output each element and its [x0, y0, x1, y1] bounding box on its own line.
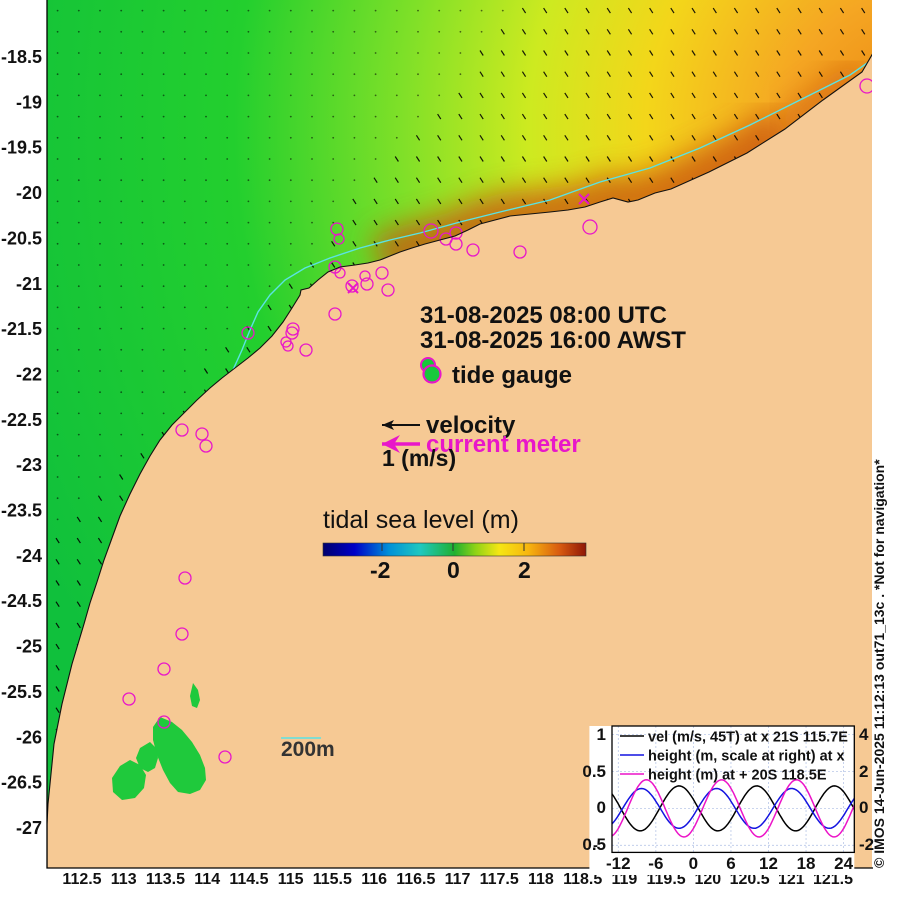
svg-text:18: 18 — [797, 854, 816, 873]
svg-text:-: - — [593, 837, 598, 854]
svg-text:6: 6 — [726, 854, 735, 873]
svg-text:-6: -6 — [648, 854, 663, 873]
svg-text:4: 4 — [859, 725, 869, 744]
svg-text:-22: -22 — [16, 365, 42, 385]
svg-text:1: 1 — [597, 725, 606, 744]
svg-text:113.5: 113.5 — [146, 871, 185, 888]
svg-text:2: 2 — [859, 762, 868, 781]
svg-text:-18.5: -18.5 — [1, 47, 42, 67]
svg-text:-25: -25 — [16, 637, 42, 657]
svg-text:height (m, scale at right) at: height (m, scale at right) at x — [648, 749, 845, 765]
svg-text:-20.5: -20.5 — [1, 228, 42, 248]
svg-text:-21.5: -21.5 — [1, 319, 42, 339]
svg-text:© IMOS 14-Jun-2025 11:12:13 ou: © IMOS 14-Jun-2025 11:12:13 out71_13c . … — [871, 459, 887, 868]
svg-text:117: 117 — [445, 871, 471, 888]
svg-text:0: 0 — [859, 798, 868, 817]
svg-text:-23.5: -23.5 — [1, 501, 42, 521]
svg-text:-22.5: -22.5 — [1, 410, 42, 430]
svg-text:117.5: 117.5 — [480, 871, 519, 888]
svg-text:-24: -24 — [16, 546, 42, 566]
svg-text:height (m) at + 20S 118.5E: height (m) at + 20S 118.5E — [648, 768, 827, 784]
svg-text:0: 0 — [597, 798, 606, 817]
svg-text:115: 115 — [278, 871, 304, 888]
svg-text:tidal sea level (m): tidal sea level (m) — [323, 506, 519, 534]
svg-text:116: 116 — [361, 871, 387, 888]
svg-text:113: 113 — [111, 871, 137, 888]
svg-text:-26: -26 — [16, 727, 42, 747]
svg-text:0: 0 — [689, 854, 698, 873]
svg-text:vel (m/s, 45T) at x 21S 115.7E: vel (m/s, 45T) at x 21S 115.7E — [648, 730, 848, 746]
svg-text:114.5: 114.5 — [229, 871, 268, 888]
svg-text:-19.5: -19.5 — [1, 138, 42, 158]
svg-text:1 (m/s): 1 (m/s) — [382, 445, 456, 471]
svg-text:116.5: 116.5 — [396, 871, 435, 888]
svg-text:-21: -21 — [16, 274, 42, 294]
svg-text:115.5: 115.5 — [313, 871, 352, 888]
svg-text:118: 118 — [528, 871, 554, 888]
svg-text:-20: -20 — [16, 183, 42, 203]
svg-text:31-08-2025 16:00 AWST: 31-08-2025 16:00 AWST — [420, 327, 686, 354]
svg-text:0.5: 0.5 — [582, 762, 606, 781]
svg-text:114: 114 — [194, 871, 220, 888]
svg-text:-23: -23 — [16, 455, 42, 475]
svg-text:-12: -12 — [606, 854, 631, 873]
svg-text:0: 0 — [447, 557, 460, 583]
svg-text:-25.5: -25.5 — [1, 682, 42, 702]
svg-text:12: 12 — [759, 854, 778, 873]
svg-text:31-08-2025 08:00 UTC: 31-08-2025 08:00 UTC — [420, 302, 667, 329]
svg-text:2: 2 — [518, 557, 531, 583]
svg-text:-19: -19 — [16, 92, 42, 112]
svg-text:112.5: 112.5 — [62, 871, 101, 888]
svg-text:24: 24 — [834, 854, 853, 873]
svg-text:200m: 200m — [281, 738, 335, 761]
svg-text:-2: -2 — [370, 557, 390, 583]
svg-text:-24.5: -24.5 — [1, 591, 42, 611]
svg-text:-26.5: -26.5 — [1, 773, 42, 793]
svg-text:tide gauge: tide gauge — [452, 362, 572, 389]
svg-text:-27: -27 — [16, 818, 42, 838]
